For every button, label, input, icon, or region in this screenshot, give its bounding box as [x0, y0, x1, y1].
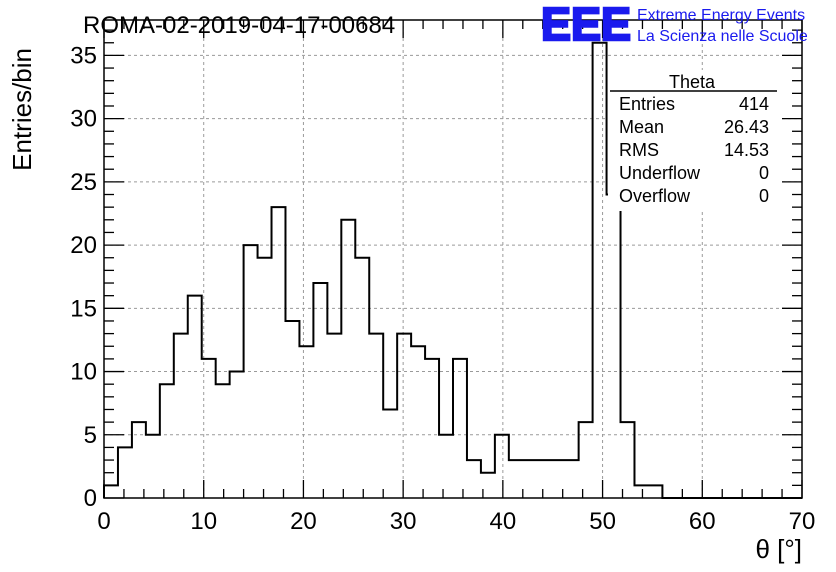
- histogram-step-line: [103, 41, 802, 499]
- run-title: ROMA-02-2019-04-17-00684: [83, 12, 395, 39]
- x-tick-label: 30: [390, 508, 417, 535]
- stats-box: Theta Entries 414 Mean 26.43 RMS 14.53 Underfl…: [608, 70, 779, 211]
- x-tick-label: 50: [589, 508, 616, 535]
- plot-frame: [103, 19, 803, 499]
- stats-row-value: 414: [739, 94, 769, 114]
- stats-box-background: [608, 70, 779, 211]
- y-tick-label: 10: [70, 359, 97, 386]
- y-tick-label: 20: [70, 232, 97, 259]
- stats-row-label: Mean: [619, 117, 664, 137]
- eee-logo-text: EEE: [541, 0, 631, 50]
- y-tick-label: 35: [70, 42, 97, 69]
- x-tick-label: 10: [190, 508, 217, 535]
- stats-row-value: 0: [759, 186, 769, 206]
- stats-row-label: Entries: [619, 94, 675, 114]
- y-axis-label: Entries/bin: [7, 48, 37, 171]
- x-tick-label: 0: [97, 508, 110, 535]
- brand-line-2: La Scienza nelle Scuole: [637, 28, 808, 45]
- stats-row-label: Overflow: [619, 186, 691, 206]
- y-tick-labels: 0 5 10 15 20 25 30 35: [70, 42, 97, 512]
- x-tick-labels: 0 10 20 30 40 50 60 70: [97, 508, 815, 535]
- x-tick-label: 70: [789, 508, 816, 535]
- y-tick-label: 30: [70, 106, 97, 133]
- y-tick-label: 5: [84, 422, 97, 449]
- stats-box-title: Theta: [669, 72, 716, 92]
- x-tick-label: 20: [290, 508, 317, 535]
- axis-ticks: [103, 20, 803, 499]
- x-axis-label: θ [°]: [755, 534, 802, 564]
- brand-line-1: Extreme Energy Events: [637, 7, 805, 24]
- y-tick-label: 0: [84, 485, 97, 512]
- y-tick-label: 25: [70, 169, 97, 196]
- stats-row-value: 26.43: [724, 117, 769, 137]
- x-tick-label: 40: [490, 508, 517, 535]
- eee-logo: EEE Extreme Energy Events La Scienza nel…: [540, 0, 808, 51]
- x-tick-label: 60: [689, 508, 716, 535]
- stats-row-value: 14.53: [724, 140, 769, 160]
- y-tick-label: 15: [70, 295, 97, 322]
- stats-row-label: RMS: [619, 140, 659, 160]
- stats-row-label: Underflow: [619, 163, 701, 183]
- stats-row-value: 0: [759, 163, 769, 183]
